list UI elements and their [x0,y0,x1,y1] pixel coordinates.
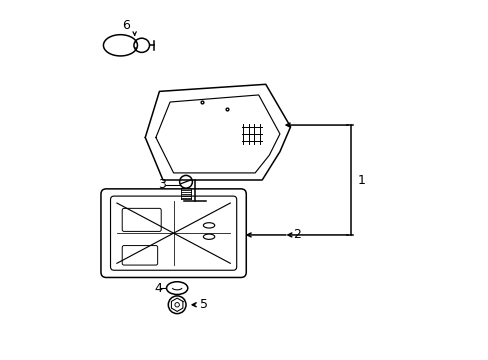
Text: 2: 2 [293,229,301,242]
Text: 3: 3 [157,178,165,191]
Text: 1: 1 [356,174,365,186]
Text: 6: 6 [122,19,130,32]
Text: 4: 4 [154,282,162,294]
Text: 5: 5 [200,298,208,311]
